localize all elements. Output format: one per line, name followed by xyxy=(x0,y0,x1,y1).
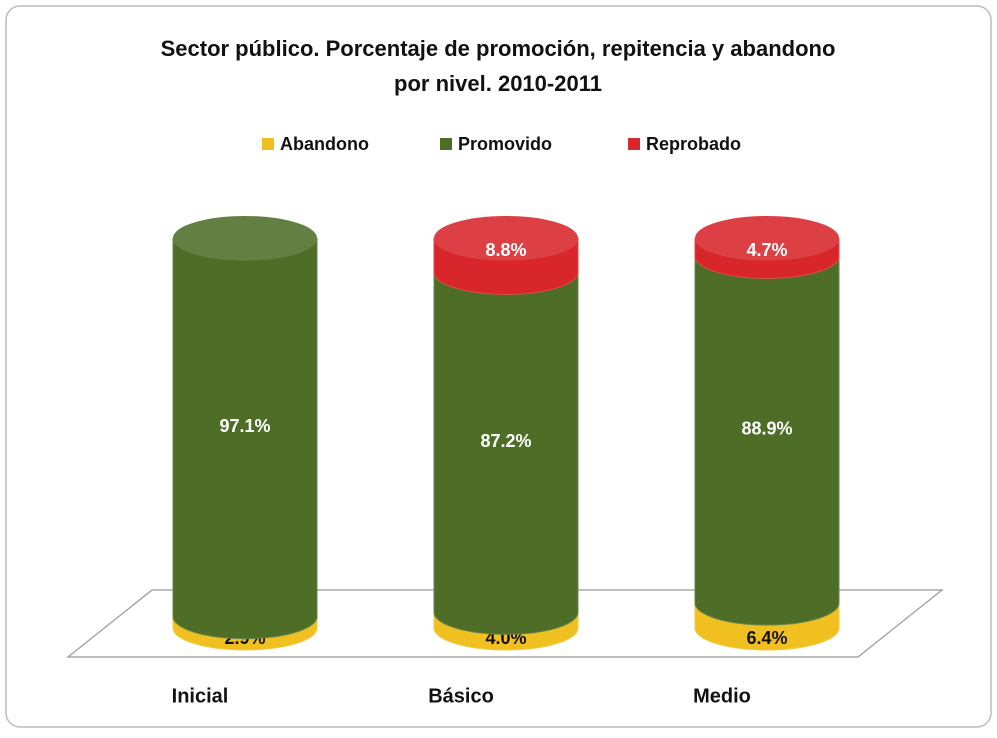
legend-label: Abandono xyxy=(280,134,369,154)
x-tick-label: Medio xyxy=(693,685,751,707)
data-label: 97.1% xyxy=(219,416,270,436)
x-tick-label: Inicial xyxy=(172,685,229,707)
bar-top xyxy=(695,216,839,260)
legend-marker xyxy=(262,138,274,150)
data-label: 6.4% xyxy=(746,628,787,648)
data-label: 87.2% xyxy=(480,431,531,451)
legend-label: Promovido xyxy=(458,134,552,154)
bar-segment xyxy=(433,272,579,635)
bar-segment xyxy=(172,237,318,640)
bar-top xyxy=(173,216,317,260)
data-label: 88.9% xyxy=(741,418,792,438)
bar-segment xyxy=(694,256,840,626)
legend-marker xyxy=(628,138,640,150)
legend-label: Reprobado xyxy=(646,134,741,154)
bar-top xyxy=(434,216,578,260)
data-label: 8.8% xyxy=(485,240,526,260)
x-tick-label: Básico xyxy=(428,685,494,707)
chart-subtitle: por nivel. 2010-2011 xyxy=(394,71,602,96)
chart-title: Sector público. Porcentaje de promoción,… xyxy=(161,36,836,61)
legend-marker xyxy=(440,138,452,150)
data-label: 4.7% xyxy=(746,240,787,260)
